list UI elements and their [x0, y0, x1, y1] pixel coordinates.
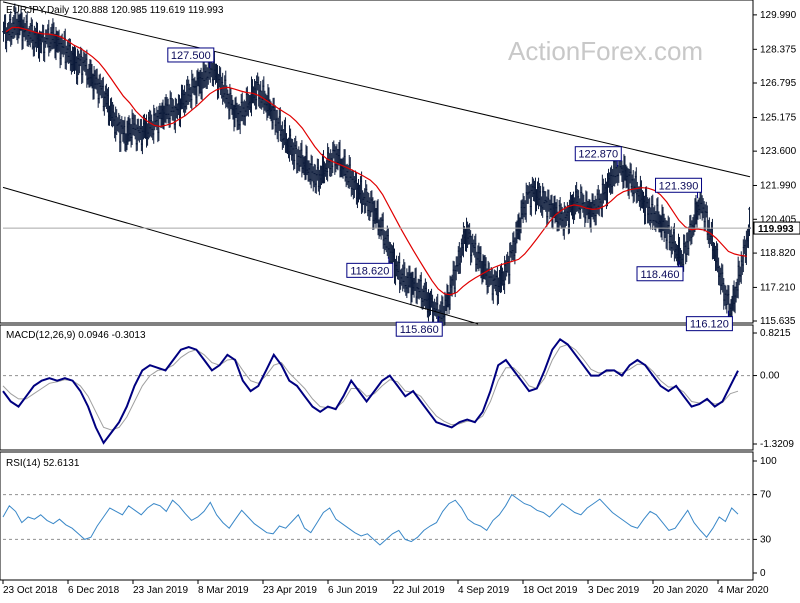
macd-line: [2, 337, 739, 445]
price-tick-label: 125.175: [760, 113, 797, 124]
symbol-header: EURJPY,Daily 120.888 120.985 119.619 119…: [6, 5, 224, 16]
annotation-label: 115.860: [400, 324, 439, 336]
time-tick-label: 23 Oct 2018: [3, 585, 58, 596]
time-tick-label: 20 Jan 2020: [653, 585, 708, 596]
annotation-box: [167, 47, 215, 63]
rsi-tick-label: 70: [760, 490, 772, 501]
annotation-box: [685, 316, 733, 332]
axis-layer: 129.990 128.375 126.795 125.175 123.600 121.9…: [2, 10, 800, 596]
rsi-tick-label: 0: [760, 568, 766, 579]
time-tick-label: 4 Mar 2020: [718, 585, 769, 596]
rsi-header: RSI(14) 52.6131: [6, 458, 80, 469]
watermark: ActionForex.com: [508, 36, 703, 66]
annotation-label: 116.120: [690, 319, 729, 331]
moving-average-line: [5, 26, 747, 296]
annotation-label: 121.390: [659, 180, 699, 192]
price-tick-label: 126.795: [760, 78, 797, 89]
annotation-label: 127.500: [171, 50, 211, 62]
annotation-box: [346, 262, 394, 278]
macd-layer: [2, 337, 750, 445]
annotation-box: [636, 266, 684, 282]
time-tick-label: 8 Mar 2019: [198, 585, 249, 596]
annotation-label: 122.870: [578, 149, 618, 161]
time-tick-label: 23 Jan 2019: [133, 585, 188, 596]
price-tick-label: 120.405: [760, 214, 797, 225]
price-layer: 127.500 118.620 115.860 122.870 121.390 118.4…: [2, 1, 751, 337]
time-tick-label: 3 Dec 2019: [588, 585, 640, 596]
annotation-box: [655, 177, 703, 193]
time-tick-label: 18 Oct 2019: [523, 585, 578, 596]
annotation-box: [395, 321, 443, 337]
current-price-label: 119.993: [758, 224, 794, 235]
price-tick-label: 128.375: [760, 44, 797, 55]
macd-signal-line: [2, 343, 739, 431]
time-tick-label: 4 Sep 2019: [458, 585, 510, 596]
price-tick-label: 115.635: [760, 316, 796, 327]
annotation-label: 118.460: [641, 269, 680, 281]
macd-tick-label: -1.3209: [760, 439, 794, 450]
time-tick-label: 6 Dec 2018: [68, 585, 120, 596]
price-tick-label: 123.600: [760, 146, 797, 157]
price-tick-label: 129.990: [760, 10, 797, 21]
time-tick-label: 23 Apr 2019: [263, 585, 317, 596]
channel-line: [2, 1, 751, 178]
rsi-line: [2, 493, 739, 546]
time-tick-label: 22 Jul 2019: [393, 585, 445, 596]
channel-line: [2, 186, 479, 325]
price-tick-label: 117.210: [760, 282, 796, 293]
annotation-box: [574, 146, 622, 162]
macd-tick-label: 0.8215: [760, 328, 791, 339]
rsi-tick-label: 30: [760, 534, 772, 545]
annotation-label: 118.620: [350, 265, 389, 277]
time-tick-label: 6 Jun 2019: [328, 585, 378, 596]
rsi-tick-label: 100: [760, 456, 777, 467]
macd-tick-label: 0.00: [760, 371, 780, 382]
price-tick-label: 121.990: [760, 180, 797, 191]
macd-header: MACD(12,26,9) 0.0946 -0.3013: [6, 330, 146, 341]
macd-panel-frame: [0, 324, 754, 451]
current-price-box: [753, 221, 800, 235]
rsi-layer: [2, 493, 750, 546]
rsi-panel-frame: [0, 451, 754, 581]
price-tick-label: 118.820: [760, 248, 796, 259]
price-panel-frame: [0, 0, 754, 324]
